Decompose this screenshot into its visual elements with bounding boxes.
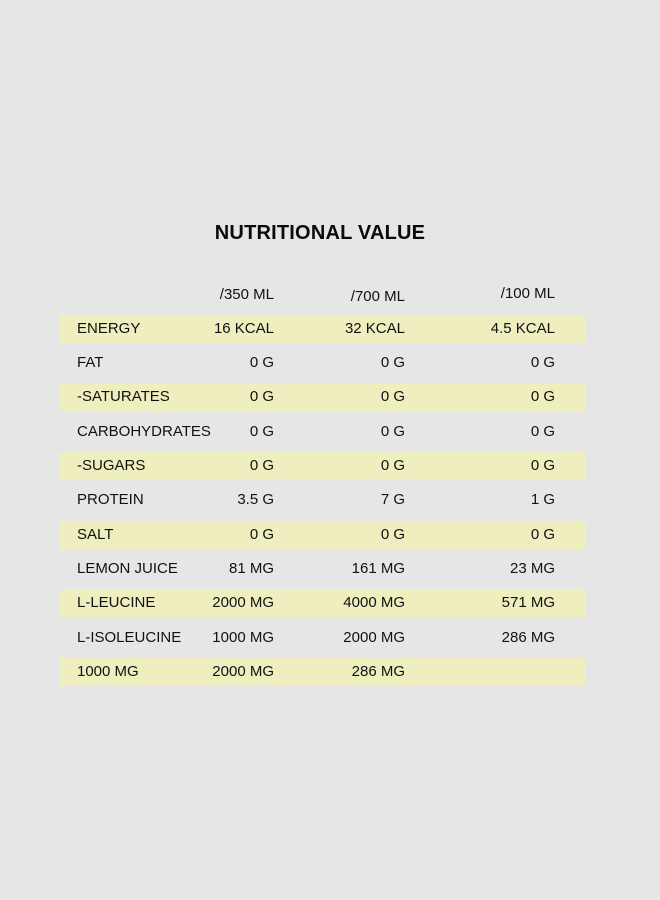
value-350ml: 0 G — [249, 423, 274, 440]
value-100ml: 286 MG — [501, 629, 555, 646]
value-350ml: 81 MG — [228, 560, 274, 577]
table-row: ENERGY 16 KCAL 32 KCAL 4.5 KCAL — [59, 315, 586, 343]
row-label: LEMON JUICE — [77, 560, 178, 577]
row-label: SALT — [77, 526, 114, 543]
value-350ml: 0 G — [249, 354, 274, 371]
row-label: CARBOHYDRATES — [77, 423, 211, 440]
value-100ml: 1 G — [530, 491, 555, 508]
row-label: FAT — [77, 354, 104, 371]
value-100ml: 0 G — [530, 423, 555, 440]
table-row: 1000 MG 2000 MG 286 MG — [59, 658, 586, 686]
value-700ml: 32 KCAL — [344, 320, 405, 337]
value-100ml: 0 G — [530, 388, 555, 405]
value-700ml: 0 G — [380, 526, 405, 543]
value-350ml: 3.5 G — [237, 491, 274, 508]
column-header-100ml: /100 ML — [500, 285, 555, 302]
table-row: CARBOHYDRATES 0 G 0 G 0 G — [59, 418, 586, 446]
table-row: LEMON JUICE 81 MG 161 MG 23 MG — [59, 555, 586, 583]
value-700ml: 286 MG — [351, 663, 405, 680]
value-350ml: 16 KCAL — [213, 320, 274, 337]
value-100ml: 4.5 KCAL — [490, 320, 555, 337]
page-title: NUTRITIONAL VALUE — [214, 222, 426, 244]
value-700ml: 0 G — [380, 354, 405, 371]
row-label: L-ISOLEUCINE — [77, 629, 182, 646]
value-350ml: 0 G — [249, 388, 274, 405]
value-100ml: 23 MG — [509, 560, 555, 577]
value-700ml: 7 G — [380, 491, 405, 508]
row-label: -SUGARS — [77, 457, 146, 474]
value-350ml: 0 G — [249, 457, 274, 474]
value-350ml: 1000 MG — [212, 629, 274, 646]
table-row: PROTEIN 3.5 G 7 G 1 G — [59, 486, 586, 514]
table-header: /350 ML /700 ML /100 ML — [59, 281, 586, 309]
value-100ml: 571 MG — [501, 594, 555, 611]
value-350ml: 2000 MG — [212, 594, 274, 611]
value-100ml: 0 G — [530, 526, 555, 543]
value-700ml: 0 G — [380, 423, 405, 440]
row-label: PROTEIN — [77, 491, 144, 508]
value-100ml: 0 G — [530, 457, 555, 474]
column-header-350ml: /350 ML — [219, 286, 274, 303]
value-100ml: 0 G — [530, 354, 555, 371]
row-label: ENERGY — [77, 320, 141, 337]
table-row: -SUGARS 0 G 0 G 0 G — [59, 452, 586, 480]
table-row: SALT 0 G 0 G 0 G — [59, 521, 586, 549]
value-350ml: 0 G — [249, 526, 274, 543]
table-row: -SATURATES 0 G 0 G 0 G — [59, 383, 586, 411]
row-label: 1000 MG — [77, 663, 139, 680]
value-700ml: 2000 MG — [343, 629, 405, 646]
table-row: FAT 0 G 0 G 0 G — [59, 349, 586, 377]
table-row: L-LEUCINE 2000 MG 4000 MG 571 MG — [59, 589, 586, 617]
row-label: -SATURATES — [77, 388, 170, 405]
value-700ml: 0 G — [380, 388, 405, 405]
value-700ml: 0 G — [380, 457, 405, 474]
value-700ml: 4000 MG — [343, 594, 405, 611]
value-350ml: 2000 MG — [212, 663, 274, 680]
column-header-700ml: /700 ML — [350, 288, 405, 305]
value-700ml: 161 MG — [351, 560, 405, 577]
row-label: L-LEUCINE — [77, 594, 156, 611]
table-row: L-ISOLEUCINE 1000 MG 2000 MG 286 MG — [59, 624, 586, 652]
